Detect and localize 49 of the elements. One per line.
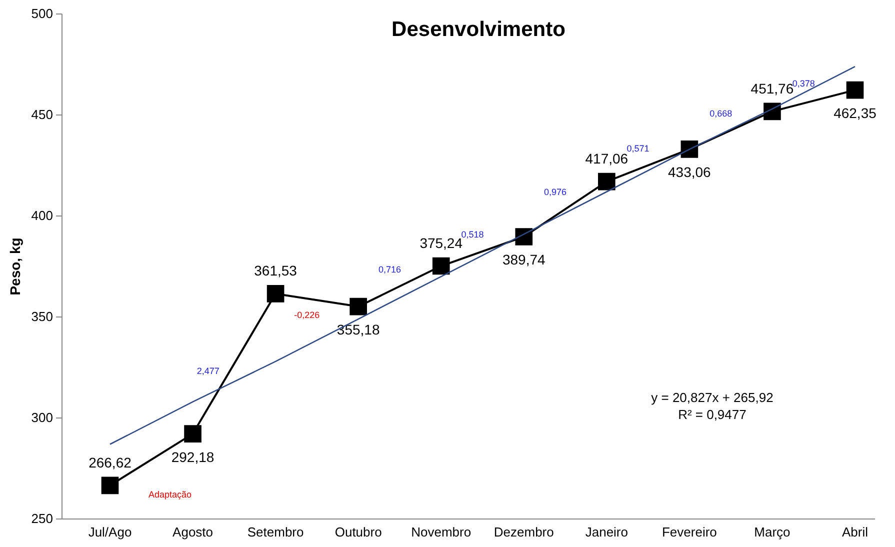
- x-tick-label: Outubro: [334, 524, 382, 540]
- y-tick-label: 250: [31, 511, 53, 526]
- data-label: 433,06: [668, 164, 712, 180]
- point: [184, 425, 202, 442]
- x-tick-label: Agosto: [172, 524, 214, 540]
- point: [680, 140, 698, 158]
- annotation: -0,226: [294, 310, 320, 320]
- y-tick-label: 350: [31, 309, 53, 324]
- annotation: 0,716: [378, 264, 401, 274]
- annotation: 0,378: [792, 78, 815, 89]
- data-label: 375,24: [420, 235, 463, 252]
- x-tick-label: Março: [754, 524, 790, 540]
- annotation: 0,571: [626, 143, 650, 154]
- x-tick-label: Janeiro: [585, 524, 628, 540]
- point: [598, 172, 616, 190]
- data-label: 451,76: [750, 80, 794, 96]
- data-label: 462,35: [834, 105, 877, 122]
- annotation: y = 20,827x + 265,92: [651, 390, 774, 405]
- y-tick-label: 400: [31, 208, 53, 224]
- data-label: 417,06: [585, 150, 628, 167]
- annotation: R² = 0,9477: [678, 407, 746, 422]
- data-label: 292,18: [171, 448, 214, 465]
- y-tick-label: 450: [31, 107, 53, 122]
- y-tick-label: 300: [31, 410, 53, 426]
- annotation: 0,518: [461, 229, 484, 240]
- point: [266, 285, 284, 302]
- data-label: 355,18: [336, 322, 380, 338]
- point: [764, 102, 781, 120]
- x-tick-label: Abril: [842, 524, 868, 540]
- annotation: 2,477: [196, 366, 220, 376]
- x-tick-label: Jul/Ago: [88, 524, 132, 540]
- point: [350, 298, 367, 316]
- x-tick-label: Novembro: [411, 524, 472, 540]
- annotation: 0,976: [544, 187, 567, 198]
- point: [101, 476, 119, 494]
- x-tick-label: Setembro: [247, 524, 304, 540]
- data-label: 389,74: [502, 252, 546, 268]
- point: [515, 228, 533, 246]
- x-tick-label: Dezembro: [494, 524, 554, 540]
- x-tick-label: Fevereiro: [662, 524, 717, 540]
- data-label: 266,62: [88, 454, 132, 470]
- point: [846, 81, 864, 99]
- annotation: Adaptação: [148, 489, 192, 500]
- y-axis-title: Peso, kg: [7, 238, 23, 296]
- point: [432, 257, 450, 275]
- y-tick-label: 500: [31, 6, 53, 22]
- data-label: 361,53: [254, 262, 298, 279]
- chart-title: Desenvolvimento: [392, 18, 566, 41]
- annotation: 0,668: [710, 108, 732, 118]
